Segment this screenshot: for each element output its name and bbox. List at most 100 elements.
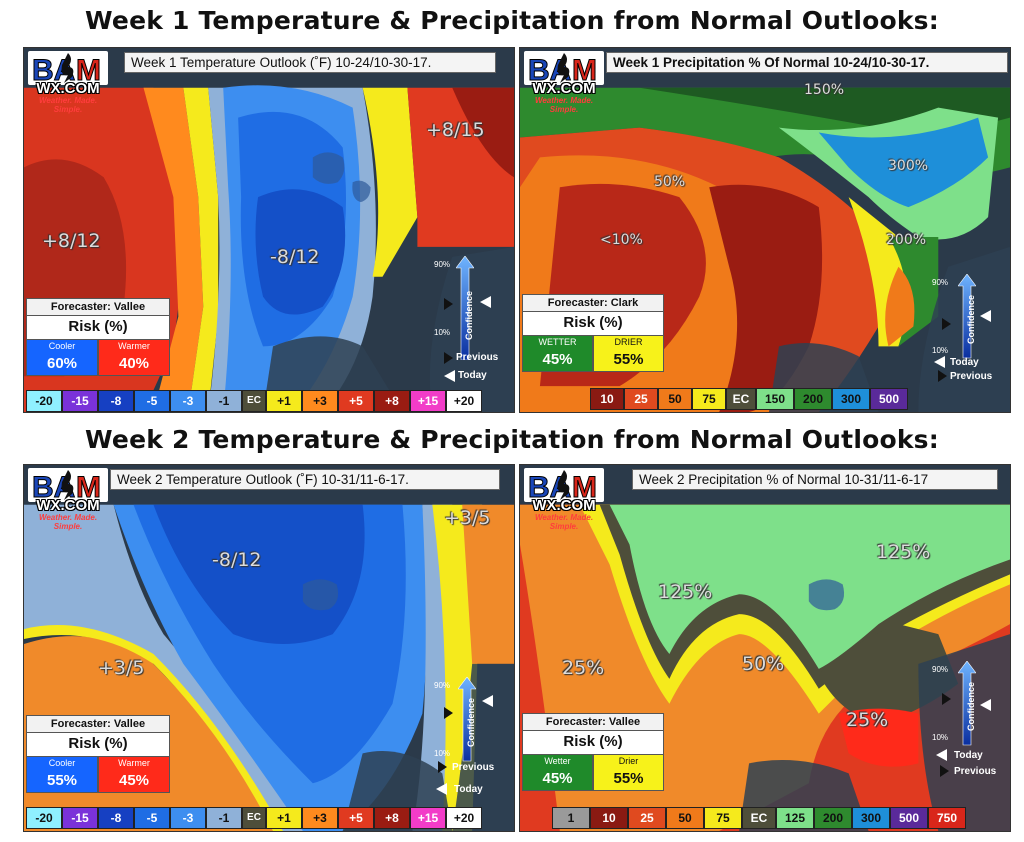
forecaster-label: Forecaster: Vallee — [26, 298, 170, 316]
precip-label-southeast: 200% — [886, 232, 927, 248]
confidence-top-pct: 90% — [434, 260, 451, 269]
risk-title: Risk (%) — [26, 316, 170, 340]
previous-legend-icon — [444, 352, 453, 364]
svg-text:Confidence: Confidence — [466, 698, 476, 747]
legend-cell: 750 — [928, 807, 966, 829]
legend-cell: 150 — [756, 388, 794, 410]
svg-text:M: M — [76, 54, 101, 85]
anomaly-label-west: +8/12 — [42, 230, 101, 252]
today-legend-label: Today — [454, 784, 483, 795]
logo-tagline: Weather. Made. Simple. — [534, 513, 594, 531]
confidence-top-pct: 90% — [932, 665, 949, 674]
temperature-legend: -20 -15 -8 -5 -3 -1 EC +1 +3 +5 +8 +15 +… — [26, 807, 482, 829]
panel-title: Week 1 Temperature Outlook (˚F) 10-24/10… — [124, 52, 496, 73]
week1-temperature-map: BA M WX.COM Weather. Made. Simple. Week … — [23, 47, 515, 413]
temperature-legend: -20 -15 -8 -5 -3 -1 EC +1 +3 +5 +8 +15 +… — [26, 390, 482, 412]
confidence-word: Confidence — [966, 295, 976, 344]
legend-cell: 300 — [832, 388, 870, 410]
risk-title: Risk (%) — [522, 312, 664, 336]
risk-warmer-value: 45% — [118, 772, 150, 789]
legend-cell: 500 — [890, 807, 928, 829]
today-legend-icon — [936, 749, 947, 761]
legend-cell: -1 — [206, 807, 242, 829]
legend-cell: 50 — [666, 807, 704, 829]
panel-title: Week 2 Temperature Outlook (˚F) 10-31/11… — [110, 469, 500, 490]
previous-marker-icon — [942, 693, 951, 705]
panel-title: Week 2 Precipitation % of Normal 10-31/1… — [632, 469, 998, 490]
previous-marker-icon — [444, 707, 453, 719]
legend-cell: +8 — [374, 390, 410, 412]
forecaster-label: Forecaster: Vallee — [26, 715, 170, 733]
legend-cell: 200 — [814, 807, 852, 829]
legend-cell: +20 — [446, 390, 482, 412]
today-marker-icon — [482, 695, 493, 707]
confidence-bottom-pct: 10% — [932, 733, 949, 742]
previous-legend-label: Previous — [456, 352, 499, 363]
confidence-word: Confidence — [464, 291, 474, 340]
legend-cell: EC — [242, 807, 266, 829]
confidence-scale: 90% 10% Confidence Previous Today — [434, 677, 514, 817]
legend-cell: -3 — [170, 390, 206, 412]
bam-logo-icon: BA M — [524, 51, 604, 85]
legend-cell: 125 — [776, 807, 814, 829]
precip-label-southeast: 25% — [846, 709, 889, 731]
bam-logo-icon: BA M — [28, 51, 108, 85]
confidence-word: Confidence — [966, 682, 976, 731]
risk-drier: DRIER 55% — [593, 336, 664, 372]
legend-cell: -15 — [62, 807, 98, 829]
bam-wx-logo: BA M WX.COM Weather. Made. Simple. — [522, 51, 606, 114]
precipitation-legend: 10 25 50 75 EC 150 200 300 500 — [590, 388, 908, 410]
anomaly-label-central: -8/12 — [270, 246, 320, 268]
risk-wetter-label: Wetter — [544, 756, 571, 766]
risk-cooler-label: Cooler — [48, 341, 76, 351]
legend-cell: -20 — [26, 807, 62, 829]
previous-legend-icon — [438, 761, 447, 773]
today-marker-icon — [980, 699, 991, 711]
risk-title: Risk (%) — [522, 731, 664, 755]
previous-legend-label: Previous — [954, 766, 997, 777]
risk-box: Forecaster: Vallee Risk (%) Cooler 55% W… — [26, 715, 170, 793]
confidence-bottom-pct: 10% — [434, 749, 451, 758]
legend-cell: +1 — [266, 807, 302, 829]
legend-cell: 200 — [794, 388, 832, 410]
bam-wx-logo: BA M WX.COM Weather. Made. Simple. — [26, 468, 110, 531]
confidence-top-pct: 90% — [932, 278, 949, 287]
risk-title: Risk (%) — [26, 733, 170, 757]
legend-cell: 50 — [658, 388, 692, 410]
risk-warmer-label: Warmer — [118, 758, 150, 768]
today-marker-icon — [980, 310, 991, 322]
precip-label-west: 25% — [562, 657, 605, 679]
week1-heading: Week 1 Temperature & Precipitation from … — [85, 6, 939, 35]
legend-cell: -5 — [134, 390, 170, 412]
anomaly-label-north: -8/12 — [212, 549, 262, 571]
risk-box: Forecaster: Clark Risk (%) WETTER 45% DR… — [522, 294, 664, 372]
bam-wx-logo: BA M WX.COM Weather. Made. Simple. — [522, 468, 606, 531]
svg-text:M: M — [76, 471, 101, 502]
anomaly-label-east: +8/15 — [426, 119, 485, 141]
precip-label-west: <10% — [600, 232, 643, 248]
logo-wx-text: WX.COM — [36, 497, 100, 514]
today-legend-label: Today — [458, 370, 487, 381]
today-legend-icon — [436, 783, 447, 795]
confidence-scale: 90% 10% Confidence Today Previous — [932, 274, 1010, 412]
bam-logo-icon: BA M — [28, 468, 108, 502]
logo-tagline: Weather. Made. Simple. — [38, 513, 98, 531]
legend-cell: 25 — [624, 388, 658, 410]
legend-cell: +8 — [374, 807, 410, 829]
risk-cooler-label: Cooler — [48, 758, 76, 768]
legend-cell: EC — [742, 807, 776, 829]
legend-cell: 25 — [628, 807, 666, 829]
previous-legend-icon — [940, 765, 949, 777]
precip-label-north: 150% — [804, 82, 845, 98]
anomaly-label-northeast: +3/5 — [444, 507, 491, 529]
risk-drier-label: Drier — [618, 756, 639, 766]
previous-marker-icon — [444, 298, 453, 310]
risk-warmer: Warmer 45% — [98, 757, 170, 793]
confidence-arrow-icon — [958, 274, 976, 359]
legend-cell: -20 — [26, 390, 62, 412]
previous-legend-icon — [938, 370, 947, 382]
legend-cell: 75 — [704, 807, 742, 829]
legend-cell: -15 — [62, 390, 98, 412]
risk-wetter-value: 45% — [542, 770, 573, 787]
today-legend-label: Today — [954, 750, 983, 761]
